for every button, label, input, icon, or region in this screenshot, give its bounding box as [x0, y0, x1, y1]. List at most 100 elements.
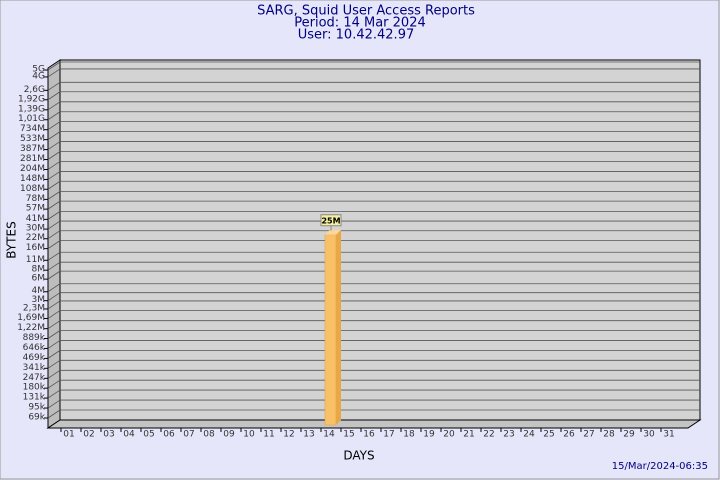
wall-grid-line: [47, 180, 61, 190]
wall-grid-line: [47, 101, 61, 111]
x-tick-label: 18: [403, 430, 415, 440]
wall-grid-line: [47, 283, 61, 293]
wall-grid-line: [47, 211, 61, 220]
wall-grid-line: [47, 379, 61, 389]
y-tick-label: 1,01G: [18, 114, 45, 124]
x-tick-label: 02: [83, 430, 94, 440]
y-tick-label: 57M: [26, 204, 45, 214]
wall-grid-line: [47, 320, 61, 329]
x-axis-label: DAYS: [343, 449, 374, 463]
wall-grid-line: [47, 220, 61, 230]
x-tick-label: 14: [323, 430, 335, 440]
x-tick-label: 24: [523, 430, 535, 440]
wall-grid-line: [47, 171, 61, 180]
y-tick-label: 204M: [20, 164, 45, 174]
y-tick-label: 2,3M: [23, 303, 45, 313]
wall-grid-line: [47, 131, 61, 140]
x-tick-label: 28: [603, 430, 615, 440]
wall-grid-line: [47, 111, 61, 121]
y-tick-label: 4M: [32, 286, 46, 296]
floor: [46, 419, 702, 429]
x-tick-label: 20: [443, 430, 455, 440]
y-tick-label: 16M: [26, 243, 45, 253]
x-tick-label: 13: [303, 430, 314, 440]
y-tick-label: 533M: [20, 134, 45, 144]
x-tick-label: 22: [483, 430, 494, 440]
bar-side: [336, 229, 341, 425]
x-tick-label: 01: [63, 430, 74, 440]
bar: [324, 234, 337, 426]
x-tick-label: 25: [543, 430, 554, 440]
bar-top: [325, 229, 341, 235]
y-tick-label: 646k: [23, 343, 46, 353]
y-tick-label: 1,69M: [17, 313, 45, 323]
y-tick-label: 22M: [26, 233, 45, 243]
y-tick-label: 734M: [20, 124, 45, 134]
x-tick-label: 17: [383, 430, 394, 440]
wall-grid-line: [47, 369, 61, 379]
wall-grid-line: [47, 200, 61, 210]
y-tick-label: 889k: [23, 333, 46, 343]
y-tick-label: 3M: [32, 295, 46, 305]
wall-grid-line: [47, 61, 61, 71]
user: User: 10.42.42.97: [298, 28, 414, 43]
y-tick-label: 5G: [32, 65, 45, 75]
wall-grid-line: [47, 191, 61, 200]
x-tick-label: 12: [283, 430, 294, 440]
wall-grid-line: [47, 292, 61, 302]
y-tick-label: 108M: [20, 184, 45, 194]
x-tick-label: 09: [223, 430, 235, 440]
wall-grid-line: [47, 141, 61, 150]
y-tick-label: 41M: [26, 214, 45, 224]
y-tick-label: 69k: [28, 412, 45, 422]
wall-grid-line: [47, 251, 61, 261]
value-label: 25M: [321, 216, 340, 225]
left-wall: [47, 59, 61, 429]
wall-grid-line: [47, 82, 61, 91]
wall-grid-line: [47, 121, 61, 130]
x-tick-label: 06: [163, 430, 175, 440]
x-tick-label: 07: [183, 430, 194, 440]
chart-title: SARG, Squid User Access Reports: [257, 4, 475, 19]
wall-grid-line: [47, 409, 61, 419]
x-tick-label: 03: [103, 430, 114, 440]
y-tick-label: 30M: [26, 224, 45, 234]
y-tick-label: 11M: [26, 255, 45, 265]
y-tick-label: 148M: [20, 174, 45, 184]
wall-grid-line: [47, 330, 61, 339]
wall-grid-line: [47, 300, 61, 310]
wall-grid-line: [47, 161, 61, 170]
wall-grid-line: [47, 68, 61, 78]
x-tick-label: 04: [123, 430, 135, 440]
x-tick-label: 26: [563, 430, 575, 440]
wall-grid-line: [47, 270, 61, 280]
footer: 15/Mar/2024-06:35: [612, 461, 708, 472]
y-tick-label: 8M: [32, 265, 46, 275]
y-tick-label: 2,6G: [24, 85, 45, 95]
wall-grid-line: [47, 230, 61, 240]
x-tick-label: 16: [363, 430, 375, 440]
wall-grid-line: [47, 350, 61, 359]
x-tick-label: 19: [423, 430, 435, 440]
y-tick-label: 247k: [23, 373, 46, 383]
y-tick-label: 78M: [26, 194, 45, 204]
wall-grid-line: [47, 399, 61, 409]
x-tick-label: 05: [143, 430, 154, 440]
y-tick-label: 1,92G: [18, 94, 45, 104]
wall-grid-line: [47, 240, 61, 249]
x-tick-label: 21: [463, 430, 474, 440]
y-tick-label: 4G: [32, 71, 45, 81]
y-tick-label: 131k: [23, 393, 46, 403]
y-tick-label: 281M: [20, 154, 45, 164]
wall-grid-line: [47, 310, 61, 319]
y-tick-label: 1,22M: [17, 323, 45, 333]
y-tick-label: 387M: [20, 144, 45, 154]
x-tick-label: 15: [343, 430, 354, 440]
period: Period: 14 Mar 2024: [294, 16, 425, 31]
wall-grid-line: [47, 359, 61, 369]
y-tick-label: 341k: [23, 363, 46, 373]
wall-grid-line: [47, 340, 61, 349]
y-tick-label: 1,39G: [18, 104, 45, 114]
y-tick-label: 469k: [23, 353, 46, 363]
